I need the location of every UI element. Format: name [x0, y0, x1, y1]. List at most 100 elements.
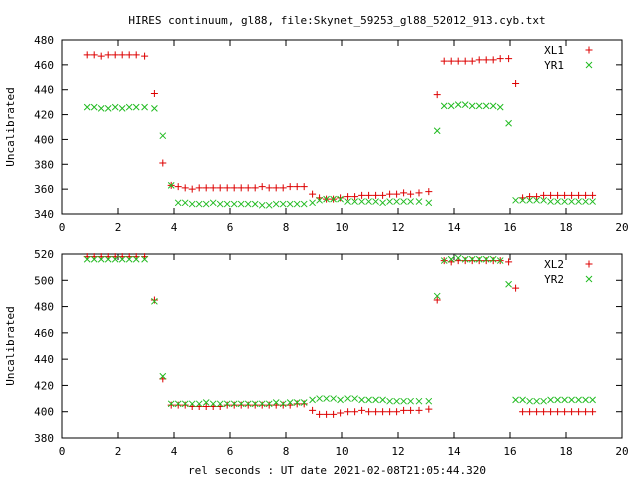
data-point	[258, 400, 266, 408]
data-point	[468, 102, 476, 110]
data-point	[386, 198, 393, 205]
data-point	[265, 201, 273, 209]
data-point	[407, 198, 414, 205]
data-point	[358, 396, 365, 404]
data-point	[568, 408, 576, 416]
data-point	[512, 80, 520, 87]
x-tick-label: 6	[227, 445, 234, 458]
data-point	[407, 190, 415, 198]
data-point	[433, 91, 441, 99]
data-point	[244, 184, 252, 192]
y-tick-label: 460	[34, 327, 54, 340]
data-point	[461, 257, 469, 265]
data-point	[351, 198, 358, 205]
data-point	[150, 296, 158, 304]
data-point	[533, 196, 540, 204]
data-point	[279, 400, 287, 408]
x-tick-label: 16	[503, 445, 516, 458]
data-point	[554, 396, 561, 404]
data-point	[141, 103, 148, 111]
y-tick-label: 500	[34, 274, 54, 287]
data-point	[159, 132, 167, 140]
top-panel: 340 360 380 400 420 440 460 480 0 2 4 6 8 10 12 14 16 18 2…	[4, 34, 629, 234]
data-point	[223, 184, 231, 192]
data-point	[181, 199, 189, 207]
data-point	[568, 396, 575, 404]
data-point	[209, 199, 217, 207]
data-point	[202, 184, 210, 192]
y-axis-label: Uncalibrated	[4, 306, 17, 385]
x-tick-label: 0	[59, 221, 66, 234]
data-point	[582, 198, 589, 205]
data-point	[400, 189, 408, 197]
data-point	[216, 200, 224, 208]
data-point	[265, 184, 273, 192]
data-point	[230, 400, 238, 408]
data-point	[316, 395, 323, 402]
data-point	[568, 198, 575, 205]
data-point	[351, 408, 359, 416]
data-point	[251, 401, 259, 409]
data-point	[554, 198, 561, 205]
data-point	[512, 284, 520, 292]
data-point	[104, 105, 112, 112]
legend-marker	[585, 260, 593, 268]
data-point	[83, 51, 91, 59]
data-point	[407, 406, 415, 414]
x-tick-label: 20	[615, 221, 628, 234]
data-point	[415, 198, 423, 205]
data-point	[237, 200, 245, 208]
y-tick-label: 460	[34, 59, 54, 72]
data-point	[400, 406, 408, 414]
data-point	[216, 184, 224, 192]
data-point	[251, 184, 259, 192]
data-point	[251, 400, 259, 408]
data-point	[561, 191, 569, 199]
series-XL2	[84, 253, 597, 418]
data-point	[425, 397, 433, 405]
y-tick-label: 400	[34, 133, 54, 146]
data-point	[554, 191, 562, 199]
data-point	[561, 396, 568, 404]
data-point	[407, 397, 414, 405]
data-point	[589, 396, 596, 404]
data-point	[104, 255, 112, 263]
x-tick-label: 4	[171, 445, 178, 458]
data-point	[519, 196, 526, 204]
data-point	[323, 195, 330, 203]
data-point	[358, 406, 366, 414]
legend-label: XL2	[544, 258, 564, 271]
data-point	[561, 198, 568, 205]
data-point	[393, 408, 401, 416]
data-point	[482, 102, 490, 110]
data-point	[582, 396, 589, 404]
chart-title: HIRES continuum, gl88, file:Skynet_59253…	[128, 14, 545, 27]
data-point	[561, 408, 569, 416]
data-point	[433, 127, 441, 135]
data-point	[454, 57, 462, 65]
series-YR1	[83, 101, 596, 209]
data-point	[174, 183, 182, 191]
data-point	[425, 405, 433, 413]
data-point	[300, 399, 308, 406]
x-tick-label: 20	[615, 445, 628, 458]
legend-marker	[585, 275, 593, 283]
plot-frame	[61, 39, 623, 215]
data-point	[337, 194, 345, 202]
data-point	[174, 401, 182, 409]
data-point	[188, 400, 196, 408]
data-point	[526, 397, 533, 405]
data-point	[244, 401, 252, 409]
x-tick-label: 18	[559, 445, 572, 458]
y-tick-label: 440	[34, 353, 54, 366]
x-tick-label: 10	[335, 221, 348, 234]
data-point	[97, 105, 105, 112]
data-point	[83, 103, 91, 111]
data-point	[351, 193, 359, 201]
data-point	[454, 254, 462, 262]
data-point	[209, 184, 217, 192]
data-point	[582, 408, 590, 416]
legend-label: YR2	[544, 273, 564, 286]
y-tick-label: 420	[34, 379, 54, 392]
data-point	[337, 396, 344, 404]
